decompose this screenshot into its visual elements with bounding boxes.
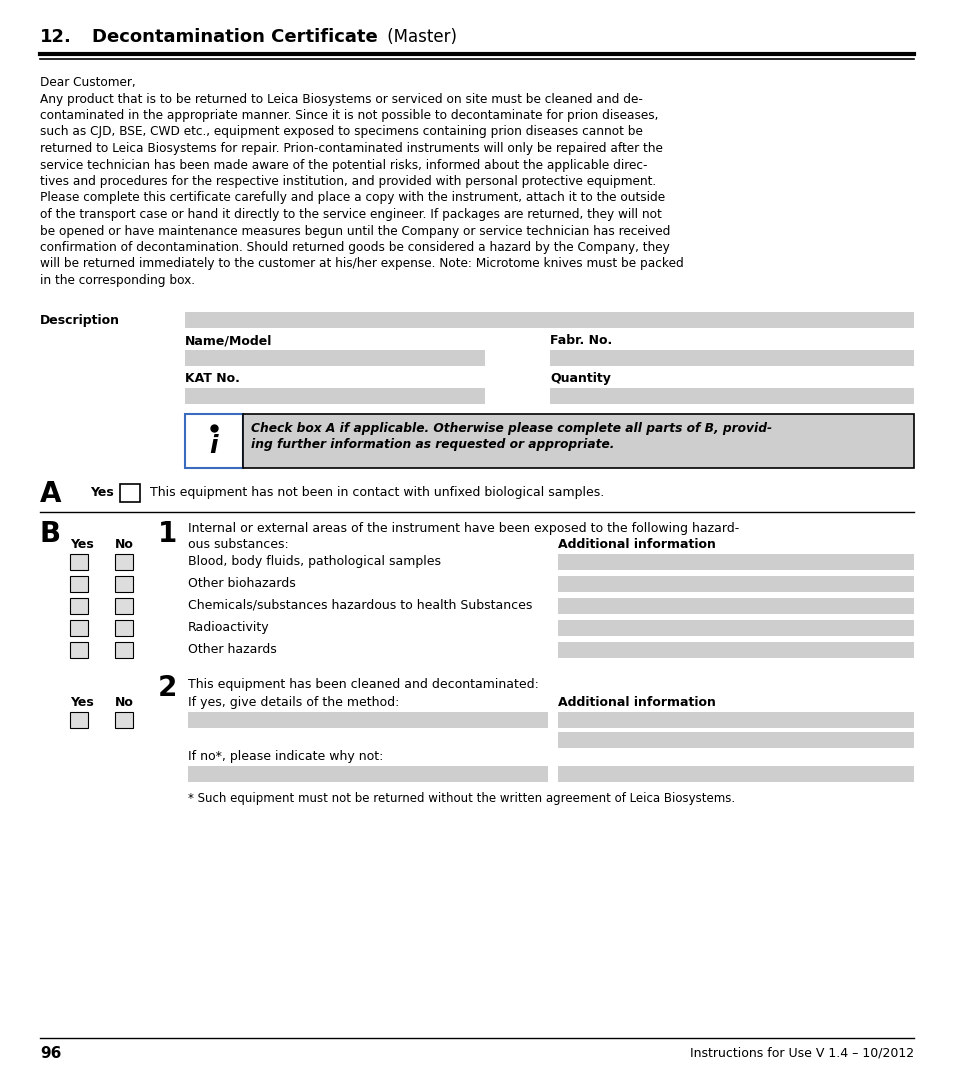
Text: ing further information as requested or appropriate.: ing further information as requested or … xyxy=(251,438,614,451)
Bar xyxy=(243,414,913,468)
Bar xyxy=(558,732,913,748)
Text: Other hazards: Other hazards xyxy=(188,643,276,656)
Text: No: No xyxy=(115,538,133,551)
Text: Radioactivity: Radioactivity xyxy=(188,621,270,634)
Bar xyxy=(185,312,913,328)
Text: be opened or have maintenance measures begun until the Company or service techni: be opened or have maintenance measures b… xyxy=(40,225,670,238)
Bar xyxy=(115,576,132,592)
Text: Additional information: Additional information xyxy=(558,538,715,551)
Text: (Master): (Master) xyxy=(381,28,456,46)
Bar xyxy=(120,484,140,502)
Bar xyxy=(558,576,913,592)
Text: 2: 2 xyxy=(158,674,177,702)
Text: Any product that is to be returned to Leica Biosystems or serviced on site must : Any product that is to be returned to Le… xyxy=(40,93,642,106)
Text: B: B xyxy=(40,519,61,548)
Text: Yes: Yes xyxy=(90,486,113,499)
Bar xyxy=(70,576,88,592)
Bar xyxy=(70,712,88,728)
Bar xyxy=(188,712,547,728)
Text: Other biohazards: Other biohazards xyxy=(188,577,295,590)
Text: 1: 1 xyxy=(158,519,177,548)
Bar xyxy=(70,598,88,615)
Text: Please complete this certificate carefully and place a copy with the instrument,: Please complete this certificate careful… xyxy=(40,191,664,204)
Text: 12.: 12. xyxy=(40,28,71,46)
Text: If no*, please indicate why not:: If no*, please indicate why not: xyxy=(188,750,383,762)
Bar xyxy=(558,712,913,728)
Bar xyxy=(550,350,913,366)
Text: in the corresponding box.: in the corresponding box. xyxy=(40,274,194,287)
Bar xyxy=(185,414,243,468)
Bar xyxy=(115,554,132,570)
Text: Decontamination Certificate: Decontamination Certificate xyxy=(91,28,377,46)
Text: KAT No.: KAT No. xyxy=(185,372,239,384)
Text: Internal or external areas of the instrument have been exposed to the following : Internal or external areas of the instru… xyxy=(188,522,739,535)
Text: If yes, give details of the method:: If yes, give details of the method: xyxy=(188,696,399,708)
Text: No: No xyxy=(115,696,133,708)
Bar xyxy=(558,598,913,615)
Text: Blood, body fluids, pathological samples: Blood, body fluids, pathological samples xyxy=(188,555,440,568)
Bar xyxy=(185,350,484,366)
Bar xyxy=(115,712,132,728)
Text: This equipment has not been in contact with unfixed biological samples.: This equipment has not been in contact w… xyxy=(150,486,603,499)
Text: will be returned immediately to the customer at his/her expense. Note: Microtome: will be returned immediately to the cust… xyxy=(40,257,683,270)
Bar xyxy=(185,388,484,404)
Bar xyxy=(550,388,913,404)
Text: Additional information: Additional information xyxy=(558,696,715,708)
Text: Yes: Yes xyxy=(70,538,93,551)
Text: This equipment has been cleaned and decontaminated:: This equipment has been cleaned and deco… xyxy=(188,678,538,691)
Bar xyxy=(70,642,88,658)
Text: Fabr. No.: Fabr. No. xyxy=(550,334,612,347)
Bar xyxy=(188,766,547,782)
Bar xyxy=(558,642,913,658)
Bar xyxy=(70,620,88,636)
Bar xyxy=(558,620,913,636)
Text: ous substances:: ous substances: xyxy=(188,538,289,551)
Text: i: i xyxy=(210,434,218,458)
Text: Description: Description xyxy=(40,314,120,327)
Text: 96: 96 xyxy=(40,1047,61,1061)
Bar xyxy=(70,554,88,570)
Text: contaminated in the appropriate manner. Since it is not possible to decontaminat: contaminated in the appropriate manner. … xyxy=(40,109,658,122)
Text: Chemicals/substances hazardous to health Substances: Chemicals/substances hazardous to health… xyxy=(188,599,532,612)
Text: Instructions for Use V 1.4 – 10/2012: Instructions for Use V 1.4 – 10/2012 xyxy=(689,1047,913,1059)
Text: such as CJD, BSE, CWD etc., equipment exposed to specimens containing prion dise: such as CJD, BSE, CWD etc., equipment ex… xyxy=(40,125,642,138)
Bar xyxy=(558,554,913,570)
Text: service technician has been made aware of the potential risks, informed about th: service technician has been made aware o… xyxy=(40,159,647,172)
Bar xyxy=(558,766,913,782)
Text: Yes: Yes xyxy=(70,696,93,708)
Text: tives and procedures for the respective institution, and provided with personal : tives and procedures for the respective … xyxy=(40,175,656,188)
Text: of the transport case or hand it directly to the service engineer. If packages a: of the transport case or hand it directl… xyxy=(40,208,661,221)
Text: Name/Model: Name/Model xyxy=(185,334,273,347)
Text: A: A xyxy=(40,480,61,508)
Bar xyxy=(115,620,132,636)
Text: * Such equipment must not be returned without the written agreement of Leica Bio: * Such equipment must not be returned wi… xyxy=(188,792,735,805)
Text: returned to Leica Biosystems for repair. Prion-contaminated instruments will onl: returned to Leica Biosystems for repair.… xyxy=(40,141,662,156)
Text: confirmation of decontamination. Should returned goods be considered a hazard by: confirmation of decontamination. Should … xyxy=(40,241,669,254)
Text: Quantity: Quantity xyxy=(550,372,610,384)
Bar xyxy=(115,642,132,658)
Text: Dear Customer,: Dear Customer, xyxy=(40,76,135,89)
Bar xyxy=(115,598,132,615)
Text: Check box A if applicable. Otherwise please complete all parts of B, provid-: Check box A if applicable. Otherwise ple… xyxy=(251,422,771,435)
